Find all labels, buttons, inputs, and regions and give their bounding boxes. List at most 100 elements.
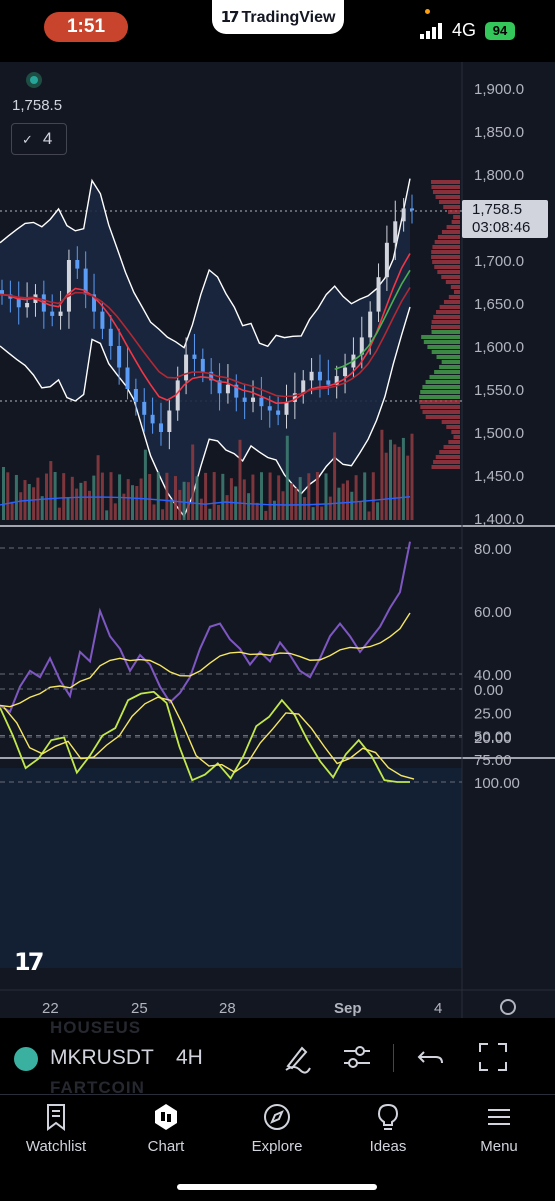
- candle-body: [242, 397, 247, 402]
- volume-profile-bar: [448, 295, 460, 299]
- battery-icon: 94: [485, 22, 515, 40]
- candle-body: [108, 328, 113, 346]
- candle-body: [0, 290, 4, 295]
- nav-chart[interactable]: Chart: [116, 1100, 216, 1155]
- bollinger-upper: [0, 178, 411, 349]
- volume-bar: [10, 501, 14, 520]
- candle-body: [66, 260, 71, 312]
- volume-profile-bar: [432, 245, 460, 249]
- chart-toolbar: [0, 1018, 555, 1094]
- volume-profile-bar: [433, 315, 460, 319]
- interval-selector[interactable]: 4H: [176, 1046, 203, 1069]
- volume-bar: [182, 481, 186, 520]
- volume-bar: [350, 491, 354, 520]
- volume-bar: [6, 472, 10, 520]
- app-banner[interactable]: 17 TradingView: [212, 0, 344, 34]
- volume-profile-bar: [446, 425, 460, 429]
- volume-profile-bar: [439, 365, 460, 369]
- volume-profile-bar: [450, 285, 460, 289]
- volume-bar: [96, 455, 100, 520]
- volume-profile-bar: [433, 460, 460, 464]
- volume-bar: [36, 477, 40, 520]
- volume-profile-bar: [437, 270, 460, 274]
- volume-profile-bar: [431, 325, 460, 329]
- nav-ideas[interactable]: Ideas: [338, 1100, 438, 1155]
- price-tick-label: 1,900.0: [474, 81, 524, 98]
- volume-profile-bar: [439, 305, 460, 309]
- price-tick-label: 1,550.0: [474, 382, 524, 399]
- watchlist-ghost-symbol: HOUSEUS: [50, 1018, 142, 1037]
- maker-coin-icon: [14, 1047, 38, 1071]
- chart-settings-icon[interactable]: [500, 999, 516, 1015]
- time-tick-label: 22: [42, 1000, 59, 1017]
- time-tick-label: Sep: [334, 1000, 362, 1017]
- watchlist-ghost-symbol: FARTCOIN: [50, 1078, 145, 1097]
- candle-body: [225, 384, 230, 394]
- candle-body: [184, 354, 189, 381]
- volume-bar: [277, 475, 281, 520]
- compass-icon: [264, 1104, 290, 1130]
- volume-bar: [410, 433, 414, 520]
- app-name: TradingView: [241, 9, 336, 26]
- chart-canvas[interactable]: 1,900.0 1,850.0 1,800.0 1,700.0 1,650.0 1,600…: [0, 0, 555, 1018]
- volume-profile-bar: [431, 250, 460, 254]
- volume-bar: [229, 478, 233, 520]
- volume-bar: [122, 493, 126, 520]
- candle-body: [343, 367, 348, 377]
- volume-bar: [337, 487, 341, 520]
- indicator-toggle-button[interactable]: ✓ 4: [11, 123, 67, 155]
- volume-profile-bar: [437, 235, 460, 239]
- candle-body: [217, 380, 222, 394]
- fullscreen-icon[interactable]: [476, 1040, 510, 1074]
- menu-icon: [488, 1109, 510, 1125]
- drawing-pen-icon[interactable]: [280, 1040, 314, 1074]
- volume-profile-bar: [441, 360, 460, 364]
- volume-bar: [264, 510, 268, 520]
- candle-body: [192, 354, 197, 359]
- volume-bar: [380, 429, 384, 520]
- lightbulb-icon: [377, 1103, 399, 1130]
- price-tick-label: 1,450.0: [474, 468, 524, 485]
- volume-bar: [281, 491, 285, 520]
- candle-body: [267, 406, 272, 411]
- candle-countdown: 03:08:46: [472, 219, 531, 236]
- volume-bar: [371, 472, 375, 520]
- volume-profile-bar: [435, 195, 460, 199]
- nav-watchlist[interactable]: Watchlist: [6, 1100, 106, 1155]
- volume-profile-bar: [431, 330, 460, 334]
- volume-profile-bar: [434, 370, 460, 374]
- symbol-selector[interactable]: MKRUSDT: [50, 1046, 154, 1069]
- nav-menu[interactable]: Menu: [449, 1100, 549, 1155]
- volume-profile-bar: [439, 200, 460, 204]
- volume-bar: [268, 472, 272, 520]
- volume-bar: [298, 477, 302, 520]
- candle-body: [83, 268, 88, 295]
- volume-bar: [105, 510, 109, 520]
- volume-profile-bar: [425, 380, 460, 384]
- battery-level: 94: [492, 23, 508, 38]
- candle-body: [92, 294, 97, 312]
- candle-body: [16, 298, 21, 308]
- volume-bar: [161, 509, 165, 520]
- candle-body: [133, 389, 138, 402]
- candle-body: [326, 380, 331, 385]
- candle-body: [58, 311, 63, 316]
- toolbar-divider: [393, 1044, 394, 1072]
- candle-body: [401, 208, 406, 222]
- volume-bar: [139, 478, 143, 520]
- volume-bar: [156, 472, 160, 520]
- bollinger-lower: [0, 306, 411, 518]
- volume-bar: [178, 489, 182, 520]
- volume-profile-bar: [423, 340, 460, 344]
- candle-body: [301, 380, 306, 394]
- undo-icon[interactable]: [414, 1040, 448, 1074]
- indicators-settings-icon[interactable]: [340, 1040, 374, 1074]
- volume-bar: [290, 483, 294, 520]
- volume-profile-bar: [434, 240, 460, 244]
- volume-bar: [346, 480, 349, 520]
- candle-body: [276, 410, 281, 415]
- volume-bar: [354, 475, 358, 520]
- price-tick-label: 1,600.0: [474, 339, 524, 356]
- volume-bar: [79, 482, 83, 520]
- nav-explore[interactable]: Explore: [227, 1100, 327, 1155]
